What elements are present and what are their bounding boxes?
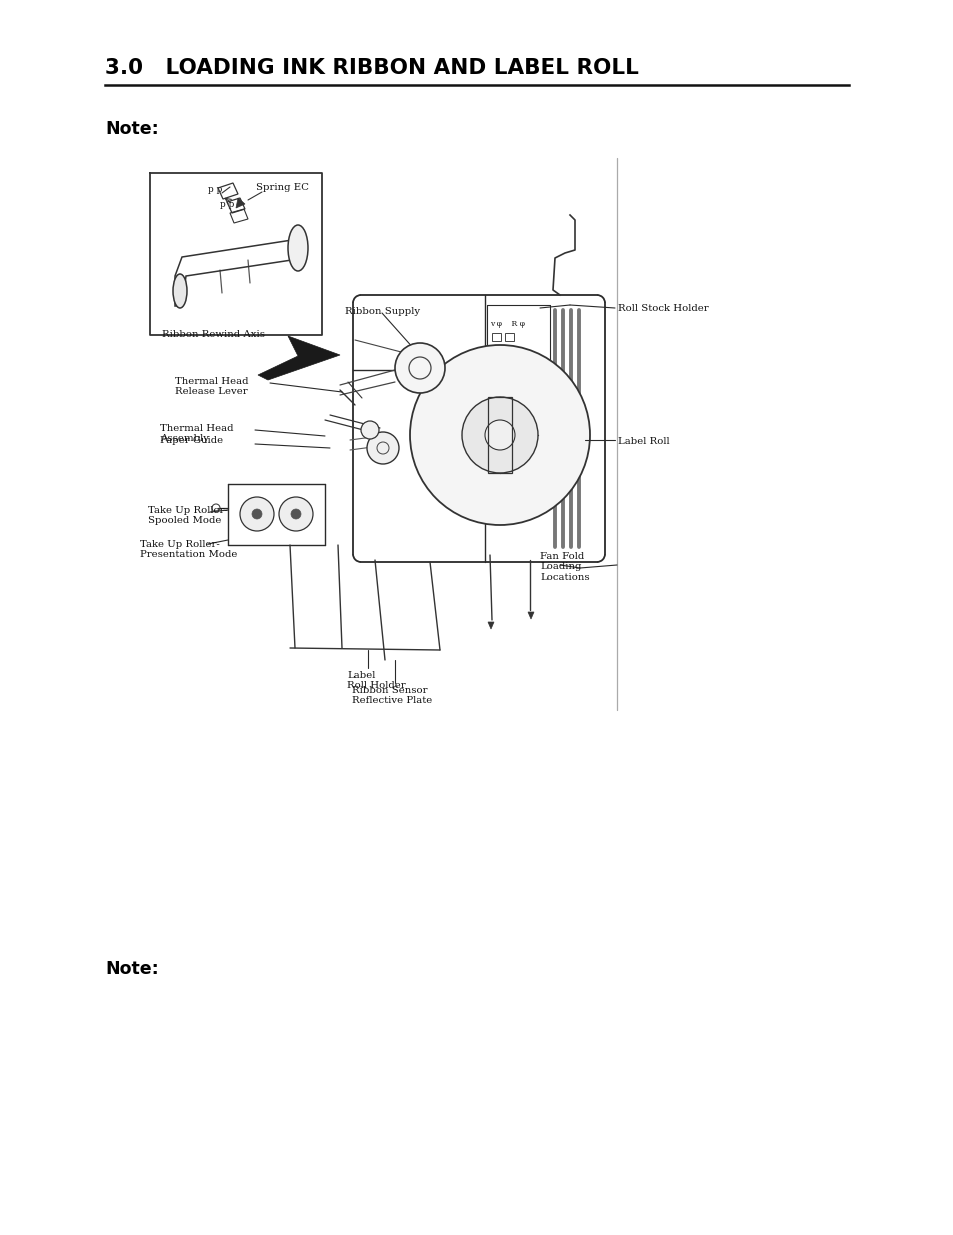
Text: Note:: Note: bbox=[105, 120, 158, 138]
Circle shape bbox=[278, 496, 313, 531]
Circle shape bbox=[240, 496, 274, 531]
Text: Roll Stock Holder: Roll Stock Holder bbox=[618, 304, 708, 312]
Polygon shape bbox=[488, 622, 494, 629]
Circle shape bbox=[367, 432, 398, 464]
Text: p p: p p bbox=[208, 185, 222, 194]
Text: Spring EC: Spring EC bbox=[255, 183, 309, 191]
Circle shape bbox=[291, 509, 301, 519]
Circle shape bbox=[360, 421, 378, 438]
Circle shape bbox=[252, 509, 262, 519]
Text: p p: p p bbox=[220, 200, 234, 209]
Text: Label Roll: Label Roll bbox=[618, 437, 669, 446]
Polygon shape bbox=[527, 613, 534, 619]
Polygon shape bbox=[235, 198, 245, 207]
Ellipse shape bbox=[288, 225, 308, 270]
Text: Note:: Note: bbox=[105, 960, 158, 978]
Ellipse shape bbox=[172, 274, 187, 308]
Text: Thermal Head
Release Lever: Thermal Head Release Lever bbox=[174, 377, 248, 396]
Text: Paper Guide: Paper Guide bbox=[160, 436, 223, 445]
Text: 3.0   LOADING INK RIBBON AND LABEL ROLL: 3.0 LOADING INK RIBBON AND LABEL ROLL bbox=[105, 58, 639, 78]
Circle shape bbox=[395, 343, 444, 393]
Text: Take Up Roller-
Spooled Mode: Take Up Roller- Spooled Mode bbox=[148, 506, 228, 525]
Text: Label
Roll Holder: Label Roll Holder bbox=[347, 671, 405, 690]
Circle shape bbox=[461, 396, 537, 473]
Text: Fan Fold
Loading
Locations: Fan Fold Loading Locations bbox=[539, 552, 589, 582]
Text: Ribbon Supply: Ribbon Supply bbox=[345, 308, 419, 316]
Text: Take Up Roller-
Presentation Mode: Take Up Roller- Presentation Mode bbox=[140, 540, 237, 559]
Circle shape bbox=[410, 345, 589, 525]
Text: Ribbon Rewind Axis: Ribbon Rewind Axis bbox=[162, 330, 265, 338]
Polygon shape bbox=[257, 336, 339, 380]
Text: Ribbon Sensor
Reflective Plate: Ribbon Sensor Reflective Plate bbox=[352, 685, 432, 705]
Text: Thermal Head
Assembly: Thermal Head Assembly bbox=[160, 424, 233, 443]
Text: v φ    R φ: v φ R φ bbox=[490, 320, 524, 329]
Circle shape bbox=[484, 420, 515, 450]
